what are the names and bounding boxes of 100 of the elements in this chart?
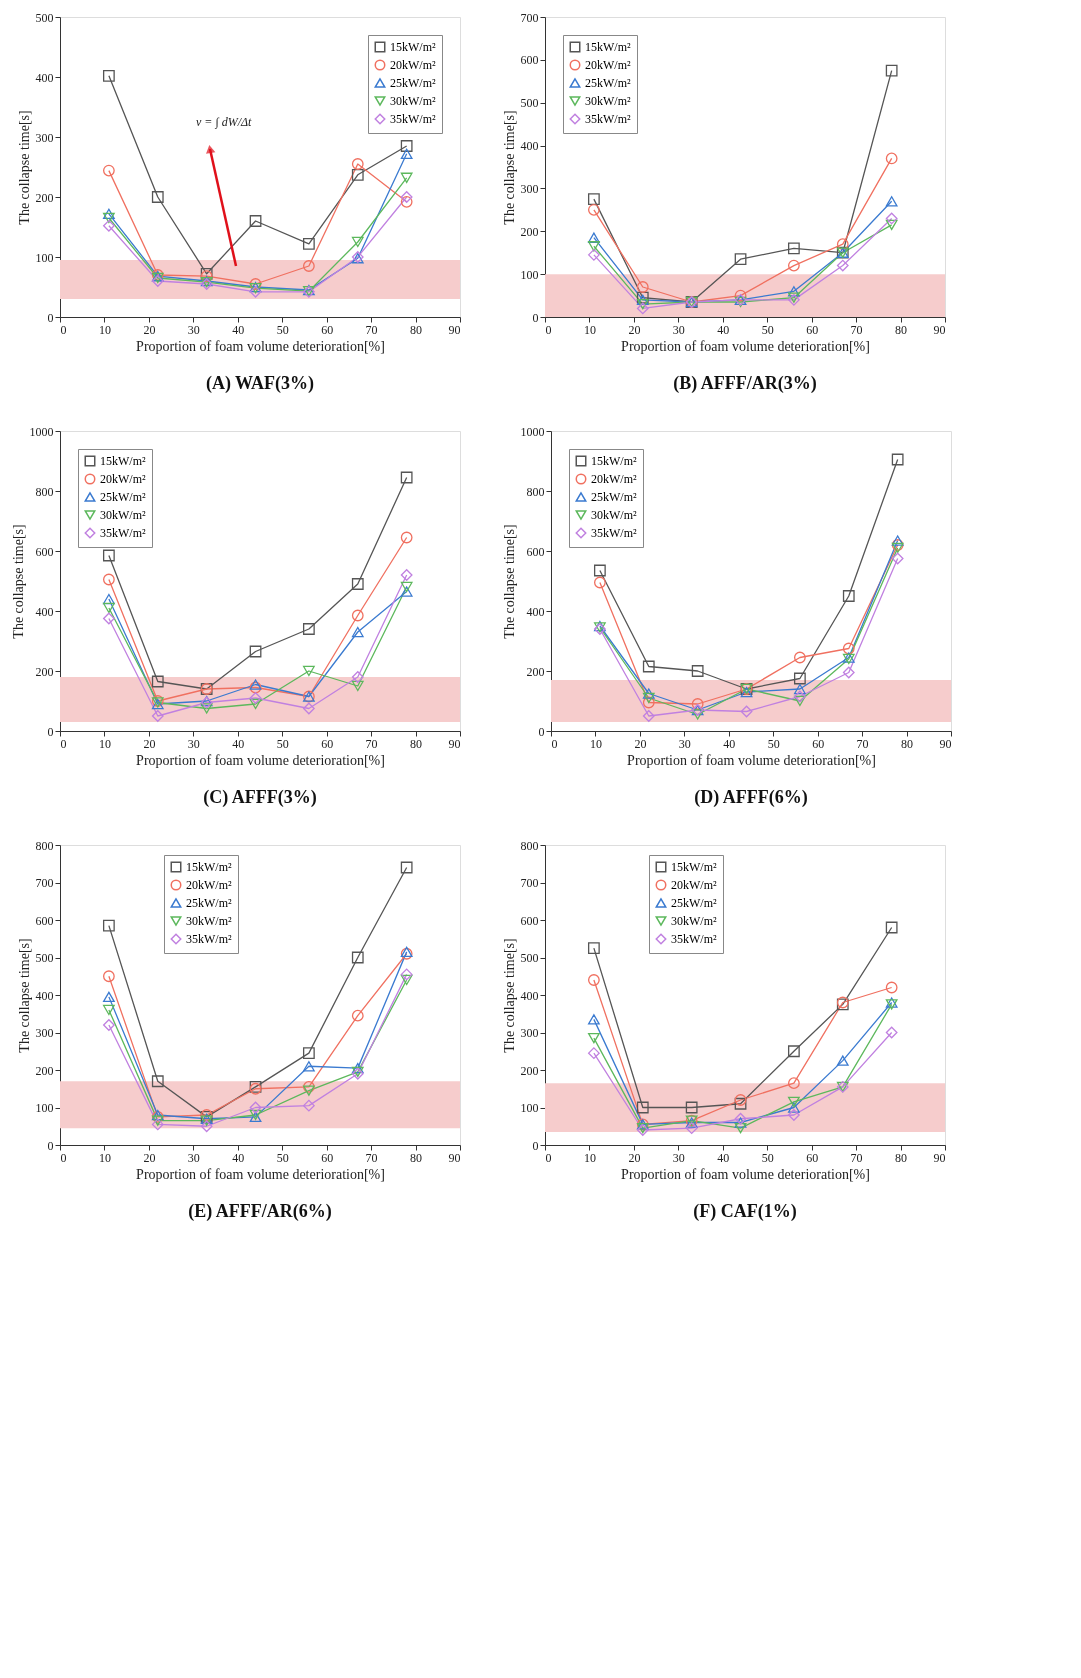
- point: [102, 970, 115, 983]
- x-tick-label: 90: [448, 1150, 461, 1165]
- point: [351, 236, 364, 248]
- point: [351, 578, 364, 590]
- x-tick-label: 40: [232, 1150, 245, 1165]
- x-tick-label: 40: [232, 736, 245, 751]
- x-tick-label: 0: [60, 322, 67, 337]
- x-tick-label: 30: [672, 1150, 685, 1165]
- x-tick-label: 30: [672, 322, 685, 337]
- legend-label: 20kW/m²: [671, 878, 717, 892]
- point: [102, 212, 115, 224]
- point: [793, 695, 806, 707]
- point: [249, 698, 262, 710]
- legend-label: 25kW/m²: [100, 490, 146, 504]
- x-tick-label: 50: [761, 322, 774, 337]
- point: [102, 593, 115, 605]
- point: [302, 665, 315, 677]
- x-tick-label: 70: [365, 736, 378, 751]
- point: [734, 289, 747, 302]
- y-tick-label: 500: [520, 96, 539, 111]
- y-tick-label: 300: [35, 130, 54, 145]
- y-tick-label: 700: [520, 10, 539, 25]
- legend-label: 15kW/m²: [671, 860, 717, 874]
- point: [151, 675, 164, 688]
- point: [302, 1047, 315, 1060]
- y-tick-label: 0: [47, 1138, 54, 1153]
- y-tick-label: 500: [35, 951, 54, 965]
- point: [400, 586, 413, 597]
- point: [587, 974, 600, 986]
- y-tick-label: 600: [35, 913, 54, 928]
- point: [793, 672, 806, 685]
- y-tick-label: 400: [520, 988, 539, 1003]
- x-tick-label: 60: [321, 322, 334, 337]
- point: [351, 1062, 364, 1074]
- point: [102, 208, 115, 219]
- point: [400, 569, 413, 581]
- point: [351, 168, 364, 181]
- legend-label: 30kW/m²: [591, 508, 637, 522]
- y-tick-label: 0: [532, 310, 539, 325]
- y-tick-label: 700: [35, 876, 54, 890]
- point: [685, 1101, 698, 1114]
- legend-label: 20kW/m²: [591, 472, 637, 486]
- y-tick-label: 600: [520, 53, 539, 68]
- y-tick-label: 0: [47, 724, 54, 739]
- y-tick-label: 1000: [520, 424, 545, 439]
- point: [249, 679, 262, 690]
- y-axis-title: The collapse time[s]: [10, 524, 26, 639]
- legend-label: 30kW/m²: [671, 914, 717, 928]
- legend-label: 25kW/m²: [186, 896, 232, 910]
- y-axis-title: The collapse time[s]: [16, 110, 32, 225]
- x-tick-label: 90: [933, 1150, 946, 1165]
- legend-label: 25kW/m²: [591, 490, 637, 504]
- point: [836, 1055, 849, 1066]
- point: [302, 1061, 315, 1072]
- point: [636, 281, 649, 293]
- legend-label: 15kW/m²: [585, 40, 631, 54]
- point: [885, 981, 898, 994]
- x-tick-label: 60: [321, 1150, 334, 1165]
- y-tick-label: 0: [538, 724, 545, 739]
- y-tick-label: 200: [526, 664, 545, 679]
- point: [400, 148, 413, 159]
- point: [400, 195, 413, 208]
- point: [249, 1101, 262, 1114]
- y-axis-title: The collapse time[s]: [16, 938, 32, 1053]
- x-tick-label: 10: [583, 1150, 596, 1165]
- point: [891, 535, 904, 546]
- point: [642, 688, 655, 699]
- point: [102, 919, 115, 932]
- point: [151, 710, 164, 722]
- x-tick-label: 80: [895, 1150, 908, 1165]
- point: [885, 219, 898, 231]
- x-tick-label: 70: [365, 322, 378, 337]
- point: [787, 1102, 800, 1113]
- y-tick-label: 400: [520, 139, 539, 154]
- x-tick-label: 10: [589, 736, 602, 751]
- point: [587, 193, 600, 206]
- x-tick-label: 20: [143, 736, 156, 751]
- point: [734, 1117, 747, 1128]
- point: [885, 212, 898, 225]
- point: [587, 942, 600, 955]
- point: [691, 709, 704, 720]
- y-tick-label: 100: [35, 250, 54, 265]
- x-tick-label: 90: [939, 736, 952, 751]
- x-tick-label: 90: [448, 736, 461, 751]
- point: [787, 242, 800, 255]
- point: [787, 286, 800, 297]
- point: [302, 1099, 315, 1112]
- x-tick-label: 30: [678, 736, 691, 751]
- y-tick-label: 600: [526, 544, 545, 559]
- point: [836, 238, 849, 251]
- y-tick-label: 400: [35, 70, 54, 85]
- legend-label: 20kW/m²: [585, 58, 631, 72]
- legend-label: 35kW/m²: [186, 932, 232, 946]
- point: [102, 1019, 115, 1031]
- x-tick-label: 90: [933, 322, 946, 337]
- y-tick-label: 800: [520, 838, 539, 853]
- legend-label: 15kW/m²: [100, 454, 146, 468]
- point: [151, 1118, 164, 1131]
- x-tick-label: 30: [187, 322, 200, 337]
- point: [642, 696, 655, 709]
